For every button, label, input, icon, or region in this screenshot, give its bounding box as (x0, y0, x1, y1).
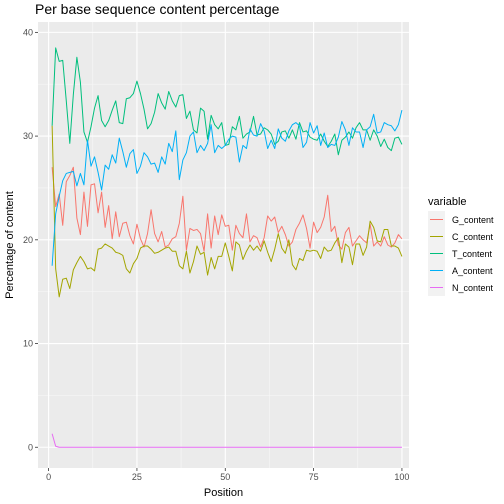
legend-label: C_content (452, 232, 494, 242)
series-line-n-content (51, 433, 402, 448)
y-tick-label: 30 (23, 131, 33, 141)
y-tick-label: 20 (23, 235, 33, 245)
legend-item: A_content (428, 262, 493, 279)
x-tick-label: 75 (309, 472, 319, 482)
x-tick-label: 0 (46, 472, 51, 482)
y-tick-label: 10 (23, 339, 33, 349)
x-axis: 0 25 50 75 100 (46, 468, 409, 482)
legend-label: T_content (452, 249, 493, 259)
y-axis: 0 10 20 30 40 (23, 27, 38, 452)
legend-label: A_content (452, 266, 493, 276)
y-axis-title: Percentage of content (4, 191, 16, 299)
legend-item: N_content (428, 279, 494, 296)
x-tick-label: 50 (220, 472, 230, 482)
series-line-g-content (51, 166, 403, 252)
legend: variable G_content C_content T_content A_co… (428, 196, 494, 296)
legend-label: N_content (452, 283, 494, 293)
legend-item: G_content (428, 211, 494, 228)
y-tick-label: 0 (28, 442, 33, 452)
x-tick-label: 100 (394, 472, 409, 482)
x-tick-label: 25 (132, 472, 142, 482)
grid-minor (38, 22, 409, 468)
chart-title: Per base sequence content percentage (35, 1, 280, 17)
series-line-a-content (51, 110, 403, 266)
series-line-c-content (51, 125, 403, 298)
legend-items: G_content C_content T_content A_content N_co… (428, 211, 494, 296)
legend-title: variable (428, 196, 467, 208)
x-axis-title: Position (204, 487, 243, 499)
series-lines (51, 47, 403, 448)
legend-item: C_content (428, 228, 494, 245)
legend-item: T_content (428, 245, 493, 262)
legend-label: G_content (452, 215, 494, 225)
series-line-t-content (51, 47, 403, 156)
y-tick-label: 40 (23, 27, 33, 37)
